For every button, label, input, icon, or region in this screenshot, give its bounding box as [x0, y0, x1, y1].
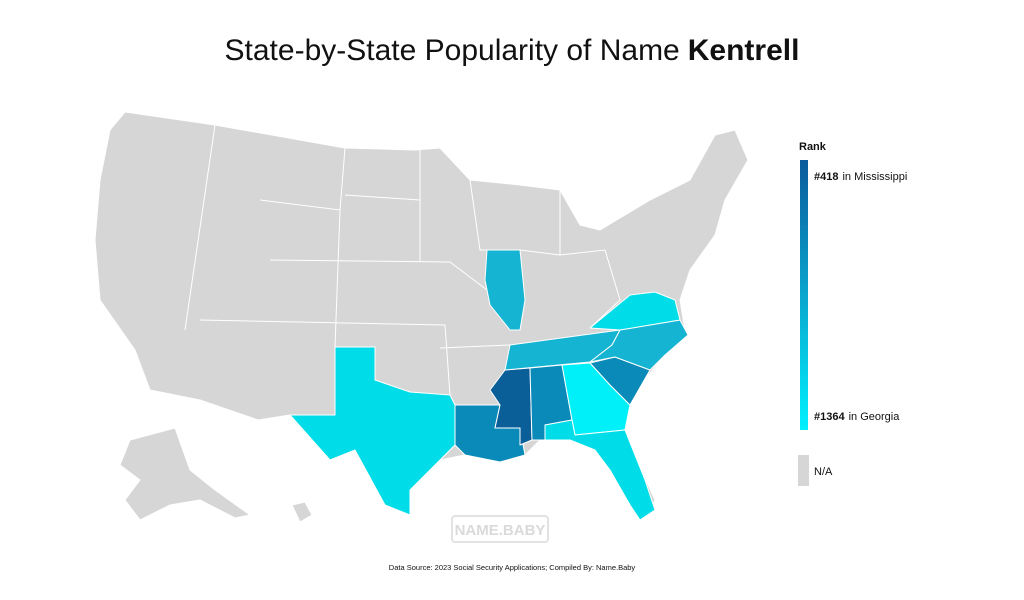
map	[94, 111, 749, 523]
legend-top: #418 in Mississippi	[814, 171, 907, 183]
source-note: Data Source: 2023 Social Security Applic…	[389, 563, 636, 572]
legend-title: Rank	[799, 141, 827, 153]
legend-bottom-label: in Georgia	[849, 411, 901, 423]
legend-top-label: in Mississippi	[842, 171, 907, 183]
alaska	[119, 427, 251, 521]
state-north-carolina	[589, 319, 689, 371]
title-name: Kentrell	[688, 34, 800, 67]
watermark-text: NAME.BABY	[455, 522, 546, 539]
state-virginia	[589, 291, 681, 331]
watermark: NAME.BABY	[451, 515, 549, 543]
legend-top-rank: #418	[814, 171, 838, 183]
state-illinois	[484, 249, 526, 331]
state-texas	[289, 346, 456, 516]
watermark-box	[451, 515, 549, 543]
legend-na: N/A	[814, 466, 833, 478]
legend-na-swatch	[798, 455, 809, 486]
title: State-by-State Popularity of Name Kentrel…	[225, 34, 800, 67]
legend-gradient	[800, 160, 808, 430]
state-florida	[544, 419, 656, 521]
title-text: State-by-State Popularity of Name	[225, 34, 680, 67]
legend: Rank #418 in Mississippi #1364 in Georgia …	[798, 141, 907, 486]
legend-bottom: #1364 in Georgia	[814, 411, 900, 423]
legend-bottom-rank: #1364	[814, 411, 845, 423]
hawaii	[291, 501, 313, 523]
